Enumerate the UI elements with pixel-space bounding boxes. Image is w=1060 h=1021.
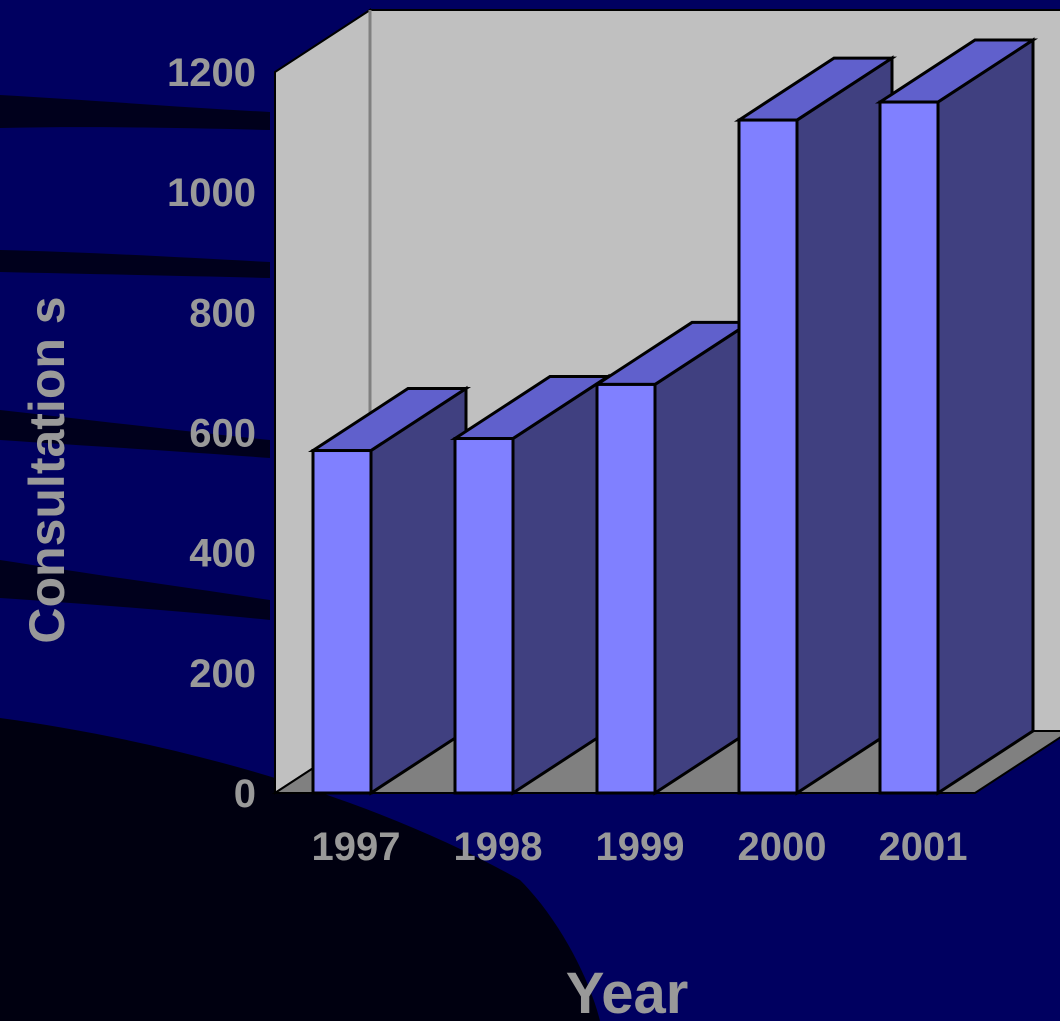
x-tick-label: 1998	[454, 825, 543, 869]
y-tick-label: 200	[189, 652, 256, 696]
y-tick-label: 0	[234, 772, 256, 816]
bar-side	[653, 319, 752, 796]
bars	[307, 37, 1039, 796]
bar	[307, 385, 472, 796]
x-tick-label: 2000	[738, 825, 827, 869]
bar-front	[453, 437, 515, 795]
x-tick-label: 1999	[596, 825, 685, 869]
background-swooshes	[0, 95, 600, 1021]
bar-front	[878, 100, 940, 795]
bar	[733, 55, 898, 796]
y-tick-label: 400	[189, 532, 256, 576]
bar-front	[311, 449, 373, 795]
bar	[591, 319, 756, 796]
bar	[449, 373, 614, 796]
x-axis-ticks: 1997 1998 1999 2000 2001	[312, 825, 968, 869]
bar-side	[936, 37, 1035, 796]
bar-front	[595, 382, 657, 795]
bar	[874, 37, 1039, 796]
y-tick-label: 1000	[167, 171, 256, 215]
bar-side	[369, 385, 468, 796]
y-tick-label: 1200	[167, 51, 256, 95]
background-swoosh	[0, 718, 600, 1021]
x-axis-title: Year	[566, 961, 689, 1021]
y-tick-label: 800	[189, 291, 256, 335]
bar-side	[511, 373, 610, 796]
background-swoosh	[0, 410, 270, 458]
y-axis-ticks: 0 200 400 600 800 1000 1200	[167, 51, 256, 816]
x-tick-label: 2001	[879, 825, 968, 869]
y-axis-title: Consultation s	[19, 296, 75, 643]
bar-front	[737, 118, 799, 795]
background-swoosh	[0, 560, 270, 620]
background-swoosh	[0, 250, 270, 278]
background-swoosh	[0, 95, 270, 130]
x-tick-label: 1997	[312, 825, 401, 869]
bar-side	[795, 55, 894, 796]
y-tick-label: 600	[189, 412, 256, 456]
